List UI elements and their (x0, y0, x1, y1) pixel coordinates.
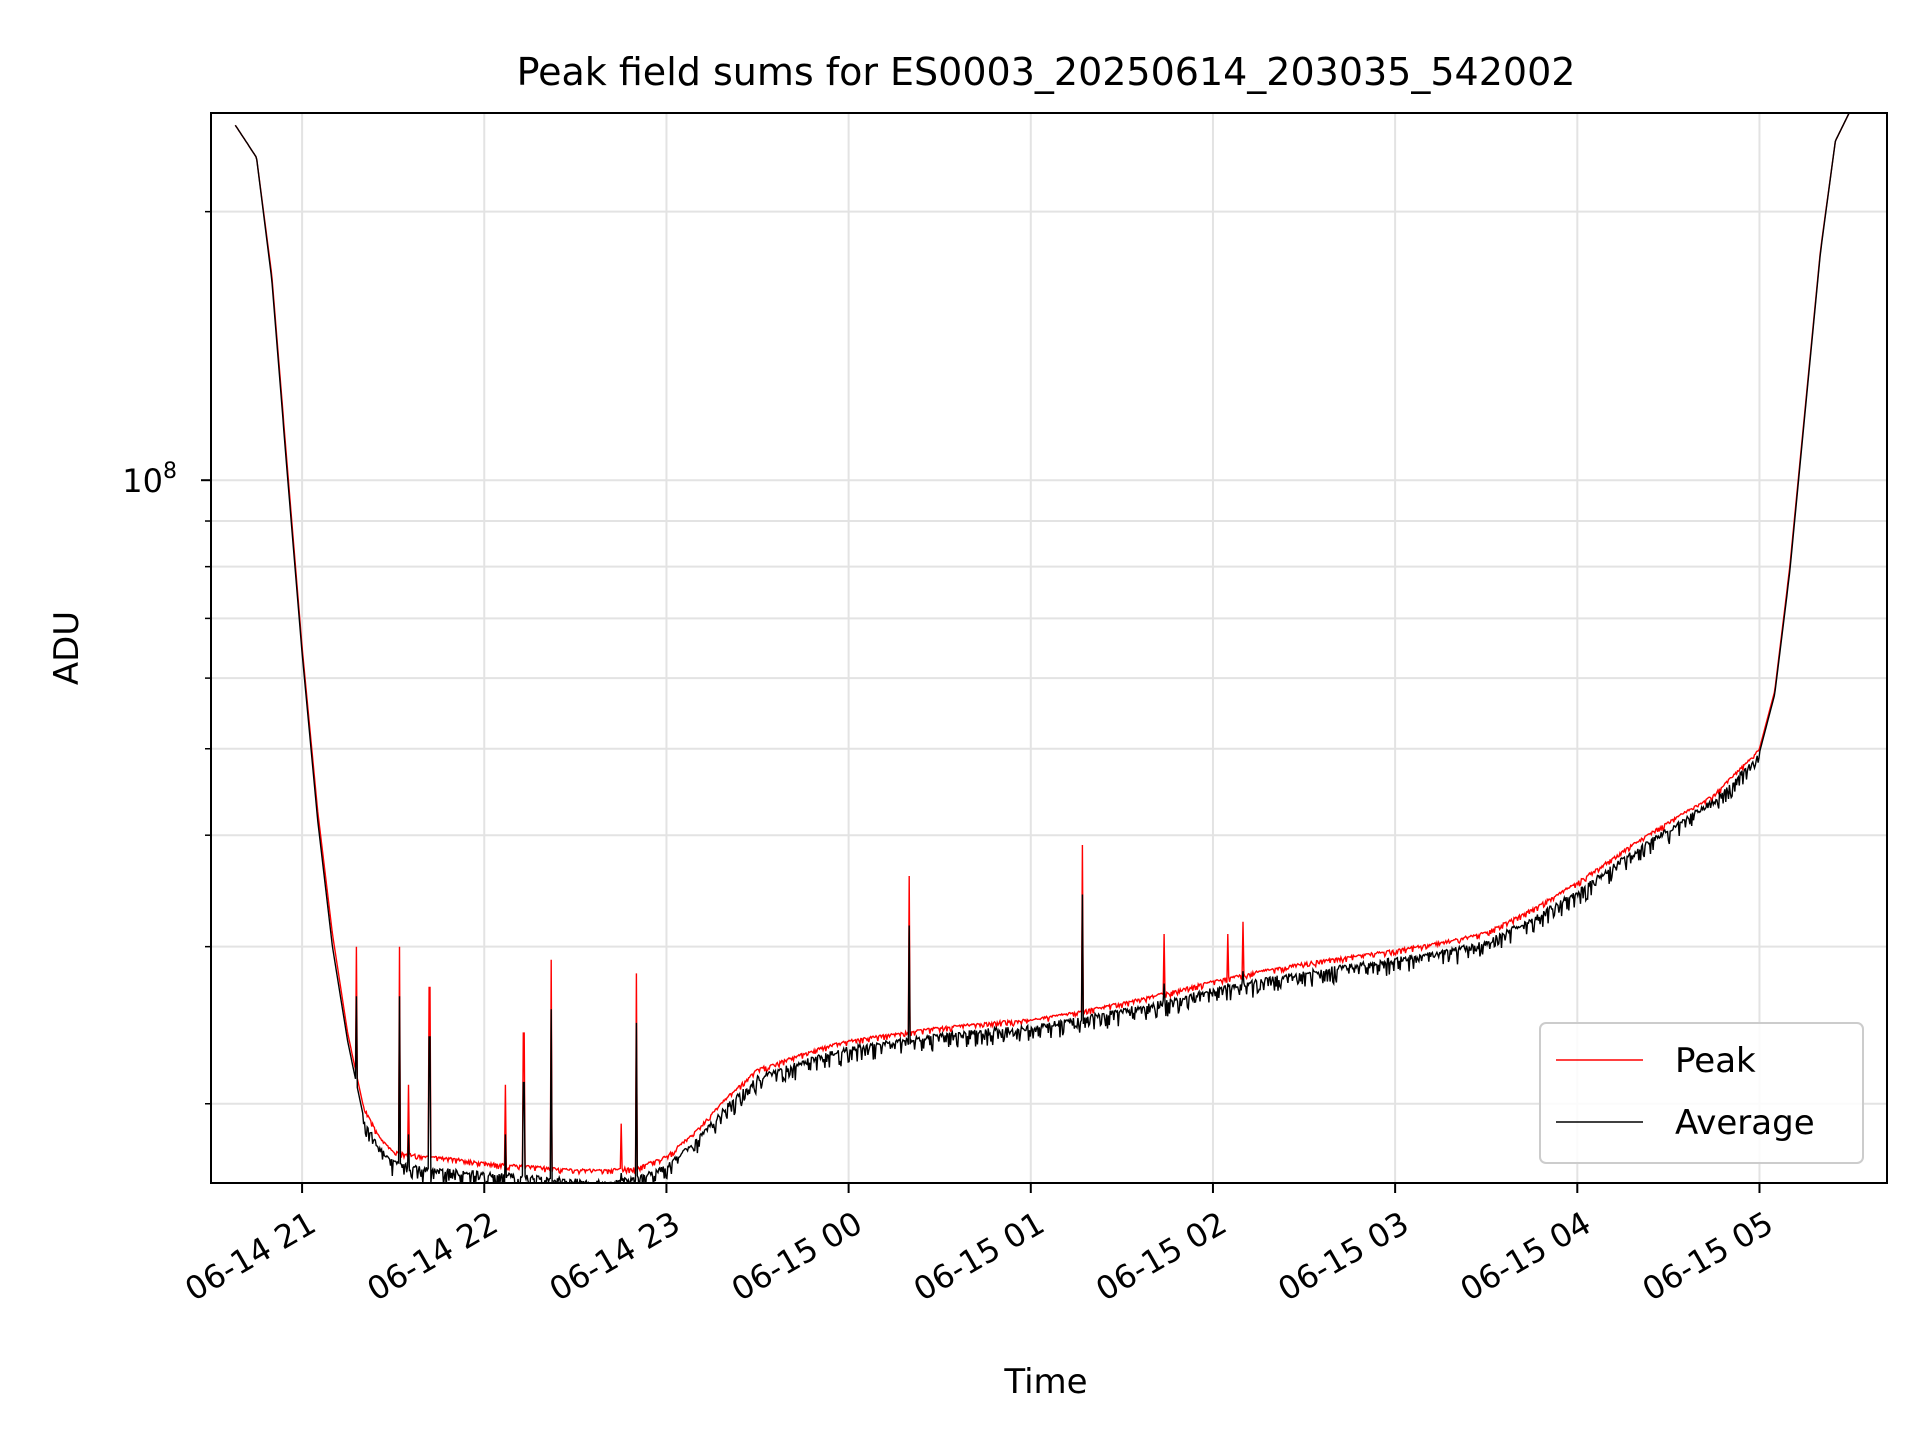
series-layer (234, 113, 1850, 1183)
y-axis-label: ADU (47, 611, 87, 685)
y-axis-ticks: 108 (122, 210, 211, 1105)
legend: Peak Average (1539, 1022, 1864, 1164)
legend-label-peak: Peak (1675, 1041, 1756, 1081)
legend-label-average: Average (1675, 1103, 1815, 1143)
plot-frame (210, 112, 1888, 1184)
chart-title: Peak field sums for ES0003_20250614_2030… (517, 50, 1576, 94)
series-line-average (234, 113, 1850, 1183)
x-axis-label: Time (1003, 1362, 1087, 1402)
y-tick-label: 108 (122, 459, 177, 500)
legend-box (1539, 1022, 1864, 1164)
